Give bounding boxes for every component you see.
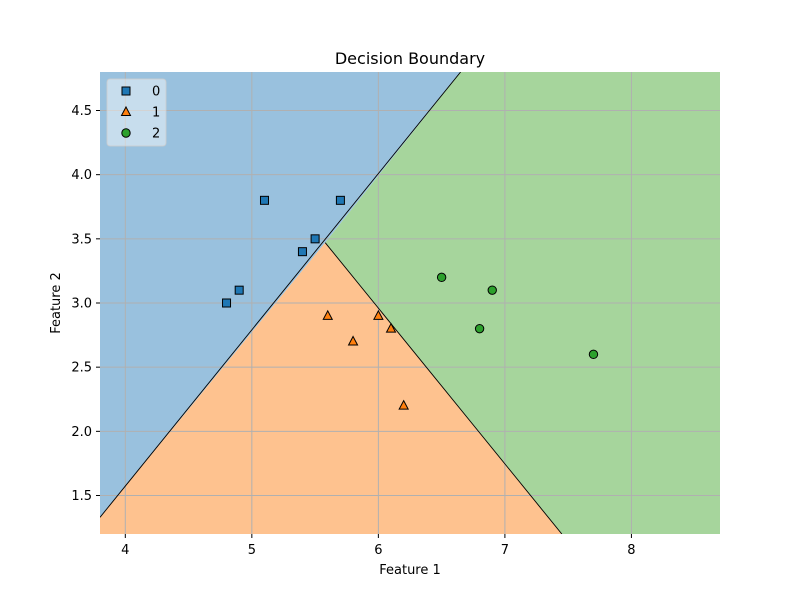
point-class-1 (373, 309, 384, 320)
point-class-1 (322, 309, 334, 320)
point-class-2 (474, 323, 485, 334)
y-axis-label: Feature 2 (49, 272, 64, 334)
point-class-1 (385, 322, 397, 333)
legend: 0 1 2 (106, 78, 167, 147)
y-tick-label: 2.5 (71, 361, 92, 376)
legend-marker-class-0 (121, 86, 131, 96)
boundary-lines (100, 72, 563, 534)
point-class-2 (436, 272, 447, 283)
point-class-0 (297, 247, 307, 257)
point-class-1 (347, 335, 359, 346)
point-class-0 (222, 298, 232, 308)
y-tick-label: 2.0 (71, 425, 92, 440)
x-tick-label: 5 (248, 543, 256, 558)
point-class-2 (588, 349, 599, 360)
boundary-line (324, 242, 563, 534)
legend-marker-class-1 (120, 105, 132, 116)
region-class-1 (100, 242, 562, 534)
y-tick-label: 4.0 (71, 168, 92, 183)
legend-box (106, 78, 167, 147)
point-class-0 (234, 285, 244, 295)
legend-marker-class-2 (121, 128, 131, 138)
point-class-2 (487, 285, 497, 295)
x-axis-label: Feature 1 (379, 563, 441, 578)
y-tick-label: 3.0 (71, 297, 92, 312)
grid-lines (100, 72, 720, 534)
legend-label-class-2: 2 (152, 127, 160, 142)
y-tick-label: 3.5 (71, 232, 92, 247)
point-class-0 (335, 195, 345, 205)
point-class-1 (398, 399, 410, 410)
chart-title: Decision Boundary (335, 49, 485, 68)
x-tick-label: 6 (374, 543, 382, 558)
x-tick-label: 8 (627, 543, 635, 558)
legend-label-class-0: 0 (152, 85, 160, 100)
x-tick-label: 4 (121, 543, 129, 558)
x-tick-label: 7 (501, 543, 509, 558)
legend-label-class-1: 1 (152, 106, 160, 121)
y-tick-label: 4.5 (71, 104, 92, 119)
point-class-0 (259, 195, 269, 205)
data-points (222, 195, 599, 410)
y-tick-label: 1.5 (71, 489, 92, 504)
point-class-0 (310, 234, 320, 244)
boundary-line (100, 72, 461, 518)
axis-ticks: 4 5 6 7 8 1.5 2.0 2.5 3.0 3.5 4.0 4.5 (71, 104, 635, 558)
